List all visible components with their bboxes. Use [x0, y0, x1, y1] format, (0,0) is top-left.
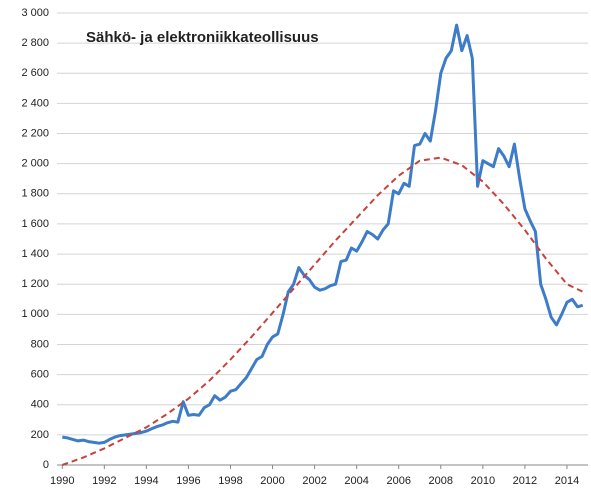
x-tick-label: 2014 — [555, 475, 579, 487]
x-tick-label: 1990 — [50, 475, 74, 487]
x-tick-label: 1994 — [134, 475, 158, 487]
x-tick-label: 2010 — [471, 475, 495, 487]
y-tick-label: 3 000 — [21, 7, 49, 19]
y-tick-label: 2 000 — [21, 158, 49, 170]
x-tick-label: 1996 — [176, 475, 200, 487]
x-tick-label: 2006 — [386, 475, 410, 487]
y-tick-label: 1 000 — [21, 308, 49, 320]
y-tick-label: 800 — [31, 338, 49, 350]
x-tick-label: 2000 — [260, 475, 284, 487]
data-line — [62, 23, 584, 445]
y-tick-label: 2 400 — [21, 97, 49, 109]
y-tick-label: 1 600 — [21, 218, 49, 230]
chart-title: Sähkö- ja elektroniikkateollisuus — [86, 29, 319, 46]
x-tick-label: 1998 — [218, 475, 242, 487]
y-tick-label: 1 800 — [21, 188, 49, 200]
y-tick-label: 1 200 — [21, 278, 49, 290]
x-tick-label: 2002 — [302, 475, 326, 487]
x-tick-label: 2004 — [344, 475, 368, 487]
x-tick-label: 2008 — [429, 475, 453, 487]
x-tick-label: 1992 — [92, 475, 116, 487]
y-tick-label: 2 200 — [21, 127, 49, 139]
x-tick-label: 2012 — [513, 475, 537, 487]
y-tick-label: 600 — [31, 369, 49, 381]
data-line — [61, 156, 584, 466]
y-tick-label: 2 800 — [21, 37, 49, 49]
y-tick-label: 0 — [43, 459, 49, 471]
y-tick-label: 400 — [31, 399, 49, 411]
y-tick-label: 200 — [31, 429, 49, 441]
y-tick-label: 1 400 — [21, 248, 49, 260]
y-tick-label: 2 600 — [21, 67, 49, 79]
